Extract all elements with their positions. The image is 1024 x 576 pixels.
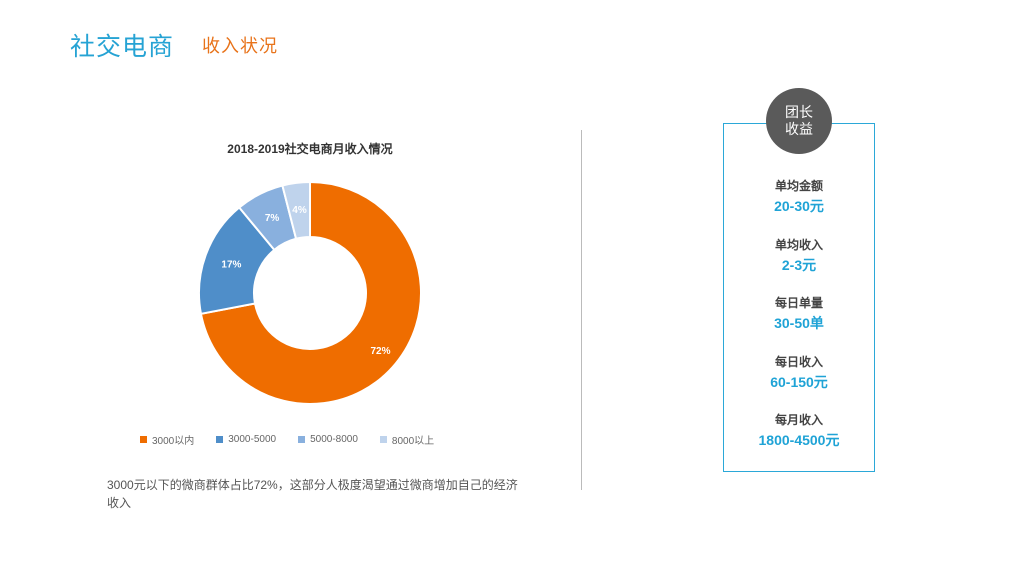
legend-swatch-3: [379, 436, 387, 443]
donut-chart: 72% 17% 7% 4%: [198, 180, 422, 405]
page-subtitle: 收入状况: [202, 36, 278, 56]
legend-swatch-0: [140, 436, 147, 443]
metric-label: 每日收入: [774, 354, 823, 369]
legend-label-1: 3000-5000: [228, 434, 277, 445]
metric-label: 单均收入: [774, 237, 823, 252]
metric-value: 1800-4500元: [758, 432, 840, 448]
page-title: 社交电商: [70, 33, 175, 61]
legend-label-2: 5000-8000: [310, 434, 358, 445]
legend-label-3: 8000以上: [391, 436, 435, 447]
metric-value: 30-50单: [774, 315, 824, 331]
legend-item-3: 8000以上: [379, 432, 435, 447]
legend-swatch-2: [298, 436, 306, 443]
legend-item-0: 3000以内: [140, 432, 194, 447]
metric-value: 2-3元: [781, 256, 817, 273]
legend-swatch-1: [216, 436, 224, 443]
legend-label-0: 3000以内: [152, 436, 195, 447]
metric-item: 单均收入 2-3元: [723, 237, 875, 296]
metrics-list: 单均金额 20-30元 单均收入 2-3元 每日单量 30-50单 每日收入 6…: [723, 178, 875, 471]
metric-label: 单均金额: [774, 179, 823, 193]
metric-value: 20-30元: [774, 198, 824, 214]
donut-slice-0: [199, 180, 422, 405]
vertical-divider: [581, 130, 582, 490]
metric-label: 每月收入: [774, 413, 823, 427]
donut-data-label-0: 72%: [370, 346, 390, 357]
legend-item-1: 3000-5000: [216, 432, 276, 447]
donut-data-label-2: 7%: [265, 213, 280, 224]
metric-item: 每日收入 60-150元: [723, 354, 875, 413]
metric-value: 60-150元: [770, 373, 828, 390]
chart-legend: 3000以内 3000-5000 5000-8000 8000以上: [140, 432, 434, 447]
metric-item: 每日单量 30-50单: [723, 295, 875, 354]
donut-slice-3: [281, 180, 311, 240]
metric-label: 每日单量: [774, 296, 823, 310]
panel-badge: 团长收益: [766, 88, 832, 154]
chart-note: 3000元以下的微商群体占比72%，这部分人极度渴望通过微商增加自己的经济收入: [107, 478, 518, 510]
chart-title: 2018-2019社交电商月收入情况: [227, 142, 393, 156]
badge-label: 团长收益: [785, 104, 813, 137]
metric-item: 每月收入 1800-4500元: [723, 412, 875, 471]
metric-item: 单均金额 20-30元: [723, 178, 875, 237]
legend-item-2: 5000-8000: [298, 432, 358, 447]
donut-data-label-3: 4%: [292, 205, 307, 216]
donut-data-label-1: 17%: [221, 259, 241, 270]
